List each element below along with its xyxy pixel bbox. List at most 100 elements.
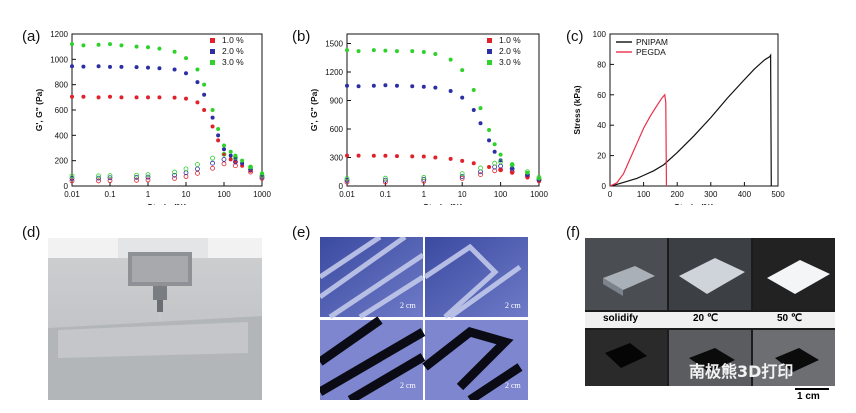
loss-point: [195, 170, 200, 176]
storage-point: [202, 108, 207, 112]
x-tick-label: 1: [422, 190, 427, 199]
storage-point: [195, 67, 200, 72]
x-tick-label: 10: [458, 190, 467, 199]
storage-point: [228, 153, 233, 158]
storage-point: [487, 138, 492, 143]
loss-point: [421, 176, 427, 182]
storage-point: [394, 154, 399, 159]
loss-point: [145, 177, 151, 183]
panel-label-d: (d): [22, 224, 41, 241]
loss-point: [459, 171, 465, 177]
caption-20c: 20 ℃: [693, 313, 719, 324]
storage-point: [487, 165, 492, 169]
storage-point: [202, 82, 207, 87]
storage-point: [356, 153, 361, 158]
series-line: [609, 53, 772, 187]
y-tick-label: 1200: [325, 68, 343, 77]
storage-point: [421, 50, 426, 55]
panel-label-c: (c): [566, 28, 584, 45]
storage-point: [157, 95, 162, 100]
y-tick-label: 800: [55, 81, 69, 90]
storage-point: [119, 64, 124, 69]
panel-label-a: (a): [22, 28, 41, 45]
loss-point: [498, 163, 504, 169]
legend-label: PNIPAM: [636, 37, 668, 47]
storage-point: [410, 49, 415, 54]
caption-50c: 50 ℃: [777, 313, 803, 324]
loss-point: [134, 177, 139, 183]
loss-point: [107, 175, 113, 181]
loss-point: [183, 174, 189, 179]
x-tick-label: 500: [771, 190, 785, 199]
loss-point: [134, 172, 139, 178]
storage-point: [498, 152, 503, 157]
x-tick-label: 0.01: [64, 190, 80, 199]
loss-point: [145, 174, 151, 180]
loss-point: [172, 172, 177, 178]
loss-point: [459, 175, 465, 181]
y-tick-label: 20: [597, 152, 606, 161]
legend-label: PEGDA: [636, 47, 666, 57]
storage-point: [410, 84, 415, 89]
plot-frame: [609, 33, 779, 187]
x-tick-label: 0: [608, 190, 613, 199]
storage-point: [240, 158, 245, 163]
x-tick-label: 1: [146, 190, 151, 199]
loss-point: [233, 155, 238, 160]
chart-c: 0 100 200 300 400 500 0 20 40 60 80 100 Strain (%) St…: [572, 30, 785, 205]
storage-point: [134, 44, 139, 49]
photo-e-printed-patterns: 2 cm 2 cm 2 cm 2 cm: [320, 237, 528, 400]
y-tick-label: 60: [597, 91, 606, 100]
y-axis-label: Stress (kPa): [572, 85, 582, 134]
storage-point: [345, 83, 349, 88]
storage-point: [210, 108, 215, 112]
storage-point: [433, 85, 438, 90]
storage-point: [228, 157, 233, 162]
loss-point: [69, 173, 75, 179]
loss-point: [96, 173, 101, 179]
storage-point: [96, 64, 101, 69]
y-tick-label: 40: [597, 121, 606, 130]
storage-point: [119, 95, 124, 100]
legend-label: 3.0 %: [222, 57, 244, 67]
loss-point: [107, 173, 113, 179]
data-series: [344, 48, 542, 185]
y-tick-label: 600: [55, 106, 69, 115]
scale-bar-label: 1 cm: [797, 391, 820, 402]
y-tick-label: 900: [330, 97, 344, 106]
photo-d-printer-nozzle: [48, 238, 262, 400]
storage-point: [81, 94, 86, 99]
loss-point: [145, 172, 151, 178]
storage-point: [394, 49, 399, 54]
loss-point: [492, 160, 498, 166]
x-tick-label: 100: [637, 190, 651, 199]
x-tick-label: 0.1: [104, 190, 116, 199]
loss-point: [421, 175, 427, 180]
x-tick-label: 400: [738, 190, 752, 199]
y-axis-label: G', G" (Pa): [34, 89, 44, 132]
loss-point: [69, 178, 75, 184]
loss-point: [221, 161, 227, 167]
x-tick-label: 10: [182, 190, 191, 199]
y-tick-label: 1500: [325, 40, 343, 49]
loss-point: [344, 175, 350, 181]
storage-point: [157, 66, 162, 71]
storage-point: [96, 42, 101, 47]
legend-label: 2.0 %: [222, 46, 244, 56]
storage-point: [216, 138, 221, 143]
storage-point: [96, 95, 101, 100]
storage-point: [478, 106, 483, 111]
y-tick-label: 0: [602, 182, 607, 191]
legend-marker: [487, 38, 492, 43]
storage-point: [471, 108, 476, 112]
storage-point: [108, 42, 112, 47]
storage-point: [383, 48, 388, 53]
loss-point: [233, 159, 238, 165]
loss-point: [259, 172, 265, 178]
storage-point: [448, 89, 453, 93]
scale-bar: [795, 388, 829, 390]
loss-point: [210, 160, 215, 166]
x-tick-label: 0.1: [380, 190, 392, 199]
storage-point: [433, 51, 438, 56]
storage-point: [487, 127, 492, 132]
